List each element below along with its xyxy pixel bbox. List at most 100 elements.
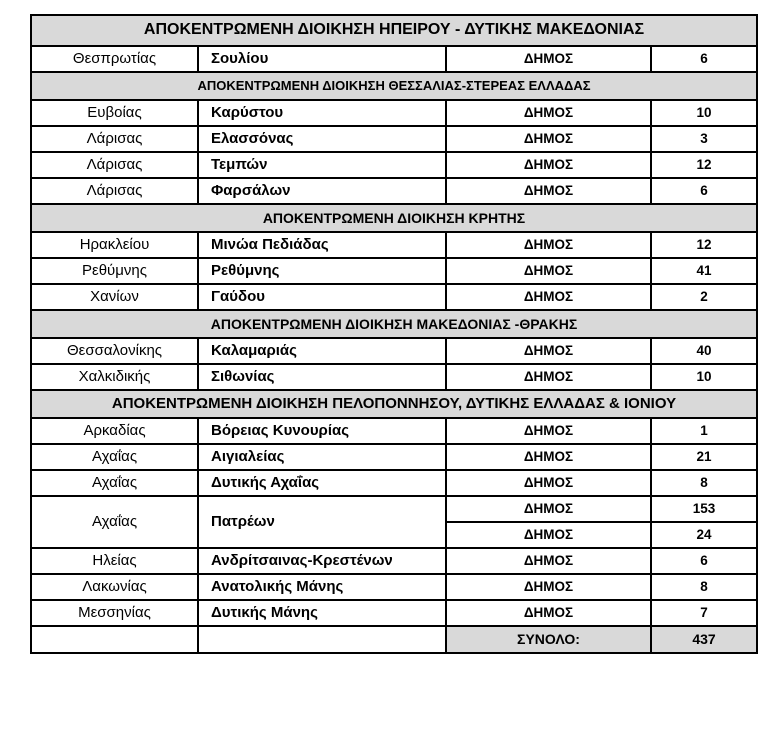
municipality-cell: Ελασσόνας: [197, 125, 447, 153]
count-cell: 6: [650, 177, 758, 205]
count-cell: 153: [650, 495, 758, 523]
table-row: Λάρισας Ελασσόνας ΔΗΜΟΣ 3: [30, 125, 758, 153]
entity-type-cell: ΔΗΜΟΣ: [445, 547, 652, 575]
table-row: Λακωνίας Ανατολικής Μάνης ΔΗΜΟΣ 8: [30, 573, 758, 601]
prefecture-cell: Ηλείας: [30, 547, 199, 575]
municipality-cell: Καλαμαριάς: [197, 337, 447, 365]
entity-type-cell: ΔΗΜΟΣ: [445, 99, 652, 127]
count-cell: 40: [650, 337, 758, 365]
entity-type-cell: ΔΗΜΟΣ: [445, 231, 652, 259]
section-header-row: ΑΠΟΚΕΝΤΡΩΜΕΝΗ ΔΙΟΙΚΗΣΗ ΚΡΗΤΗΣ: [30, 203, 758, 233]
count-cell: 10: [650, 99, 758, 127]
prefecture-cell: Χανίων: [30, 283, 199, 311]
table-row: Χανίων Γαύδου ΔΗΜΟΣ 2: [30, 283, 758, 311]
count-cell: 6: [650, 547, 758, 575]
total-value: 437: [650, 625, 758, 654]
municipality-cell: Βόρειας Κυνουρίας: [197, 417, 447, 445]
municipality-cell: Φαρσάλων: [197, 177, 447, 205]
table-row: Ρεθύμνης Ρεθύμνης ΔΗΜΟΣ 41: [30, 257, 758, 285]
section-header-row: ΑΠΟΚΕΝΤΡΩΜΕΝΗ ΔΙΟΙΚΗΣΗ ΗΠΕΙΡΟΥ - ΔΥΤΙΚΗΣ…: [30, 14, 758, 47]
count-cell: 6: [650, 45, 758, 73]
entity-type-cell: ΔΗΜΟΣ: [445, 521, 652, 549]
count-cell: 24: [650, 521, 758, 549]
table-row: ΔΗΜΟΣ 24: [31, 521, 758, 549]
municipality-cell: Ανατολικής Μάνης: [197, 573, 447, 601]
count-cell: 1: [650, 417, 758, 445]
entity-type-cell: ΔΗΜΟΣ: [445, 417, 652, 445]
prefecture-cell: Λακωνίας: [30, 573, 199, 601]
section-title: ΑΠΟΚΕΝΤΡΩΜΕΝΗ ΔΙΟΙΚΗΣΗ ΠΕΛΟΠΟΝΝΗΣΟΥ, ΔΥΤ…: [30, 389, 758, 419]
empty-cell: [30, 625, 199, 654]
entity-type-cell: ΔΗΜΟΣ: [445, 337, 652, 365]
prefecture-cell: Αρκαδίας: [30, 417, 199, 445]
entity-type-cell: ΔΗΜΟΣ: [445, 177, 652, 205]
table-row: Λάρισας Φαρσάλων ΔΗΜΟΣ 6: [30, 177, 758, 205]
prefecture-cell: Λάρισας: [30, 177, 199, 205]
count-cell: 12: [650, 231, 758, 259]
count-cell: 41: [650, 257, 758, 285]
count-cell: 21: [650, 443, 758, 471]
empty-cell: [197, 625, 447, 654]
municipality-cell: Σιθωνίας: [197, 363, 447, 391]
prefecture-cell: Αχαΐας: [30, 495, 199, 549]
entity-type-cell: ΔΗΜΟΣ: [445, 151, 652, 179]
municipality-cell: Δυτικής Μάνης: [197, 599, 447, 627]
prefecture-cell: Ρεθύμνης: [30, 257, 199, 285]
entity-type-cell: ΔΗΜΟΣ: [445, 363, 652, 391]
municipality-cell: Αιγιαλείας: [197, 443, 447, 471]
section-title: ΑΠΟΚΕΝΤΡΩΜΕΝΗ ΔΙΟΙΚΗΣΗ ΚΡΗΤΗΣ: [30, 203, 758, 233]
count-cell: 12: [650, 151, 758, 179]
entity-type-cell: ΔΗΜΟΣ: [445, 283, 652, 311]
count-cell: 2: [650, 283, 758, 311]
prefecture-cell: Μεσσηνίας: [30, 599, 199, 627]
section-header-row: ΑΠΟΚΕΝΤΡΩΜΕΝΗ ΔΙΟΙΚΗΣΗ ΠΕΛΟΠΟΝΝΗΣΟΥ, ΔΥΤ…: [30, 389, 758, 419]
count-cell: 8: [650, 469, 758, 497]
count-cell: 3: [650, 125, 758, 153]
entity-type-cell: ΔΗΜΟΣ: [445, 257, 652, 285]
table-row: Θεσσαλονίκης Καλαμαριάς ΔΗΜΟΣ 40: [30, 337, 758, 365]
count-cell: 8: [650, 573, 758, 601]
table-row: Αχαΐας Αιγιαλείας ΔΗΜΟΣ 21: [30, 443, 758, 471]
table-row: Λάρισας Τεμπών ΔΗΜΟΣ 12: [30, 151, 758, 179]
municipality-cell: Μινώα Πεδιάδας: [197, 231, 447, 259]
section-header-row: ΑΠΟΚΕΝΤΡΩΜΕΝΗ ΔΙΟΙΚΗΣΗ ΘΕΣΣΑΛΙΑΣ-ΣΤΕΡΕΑΣ…: [30, 71, 758, 101]
entity-type-cell: ΔΗΜΟΣ: [445, 45, 652, 73]
prefecture-cell: Χαλκιδικής: [30, 363, 199, 391]
table-row: Αρκαδίας Βόρειας Κυνουρίας ΔΗΜΟΣ 1: [30, 417, 758, 445]
table-row: Χαλκιδικής Σιθωνίας ΔΗΜΟΣ 10: [30, 363, 758, 391]
prefecture-cell: Ηρακλείου: [30, 231, 199, 259]
prefecture-cell: Θεσσαλονίκης: [30, 337, 199, 365]
prefecture-cell: Αχαΐας: [30, 469, 199, 497]
total-label: ΣΥΝΟΛΟ:: [445, 625, 652, 654]
section-title: ΑΠΟΚΕΝΤΡΩΜΕΝΗ ΔΙΟΙΚΗΣΗ ΜΑΚΕΔΟΝΙΑΣ -ΘΡΑΚΗ…: [30, 309, 758, 339]
prefecture-cell: Ευβοίας: [30, 99, 199, 127]
municipality-cell: Ρεθύμνης: [197, 257, 447, 285]
count-cell: 7: [650, 599, 758, 627]
table-row: Θεσπρωτίας Σουλίου ΔΗΜΟΣ 6: [30, 45, 758, 73]
prefecture-cell: Λάρισας: [30, 125, 199, 153]
table-body: ΑΠΟΚΕΝΤΡΩΜΕΝΗ ΔΙΟΙΚΗΣΗ ΗΠΕΙΡΟΥ - ΔΥΤΙΚΗΣ…: [30, 14, 758, 654]
administrative-divisions-table: ΑΠΟΚΕΝΤΡΩΜΕΝΗ ΔΙΟΙΚΗΣΗ ΗΠΕΙΡΟΥ - ΔΥΤΙΚΗΣ…: [30, 14, 758, 654]
table-row: Αχαΐας Πατρέων ΔΗΜΟΣ 153: [30, 495, 758, 549]
prefecture-cell: Θεσπρωτίας: [30, 45, 199, 73]
prefecture-cell: Λάρισας: [30, 151, 199, 179]
section-title: ΑΠΟΚΕΝΤΡΩΜΕΝΗ ΔΙΟΙΚΗΣΗ ΘΕΣΣΑΛΙΑΣ-ΣΤΕΡΕΑΣ…: [30, 71, 758, 101]
entity-type-cell: ΔΗΜΟΣ: [445, 469, 652, 497]
municipality-cell: Καρύστου: [197, 99, 447, 127]
entity-type-cell: ΔΗΜΟΣ: [445, 599, 652, 627]
entity-type-cell: ΔΗΜΟΣ: [445, 443, 652, 471]
municipality-cell: Γαύδου: [197, 283, 447, 311]
table-row: Αχαΐας Δυτικής Αχαΐας ΔΗΜΟΣ 8: [30, 469, 758, 497]
entity-type-cell: ΔΗΜΟΣ: [445, 495, 652, 523]
municipality-cell: Σουλίου: [197, 45, 447, 73]
table-row: Μεσσηνίας Δυτικής Μάνης ΔΗΜΟΣ 7: [30, 599, 758, 627]
prefecture-cell: Αχαΐας: [30, 443, 199, 471]
table-row: Ευβοίας Καρύστου ΔΗΜΟΣ 10: [30, 99, 758, 127]
total-row: ΣΥΝΟΛΟ: 437: [30, 625, 758, 654]
municipality-cell: Τεμπών: [197, 151, 447, 179]
entity-type-cell: ΔΗΜΟΣ: [445, 125, 652, 153]
entity-type-cell: ΔΗΜΟΣ: [445, 573, 652, 601]
municipality-cell: Ανδρίτσαινας-Κρεστένων: [197, 547, 447, 575]
section-title: ΑΠΟΚΕΝΤΡΩΜΕΝΗ ΔΙΟΙΚΗΣΗ ΗΠΕΙΡΟΥ - ΔΥΤΙΚΗΣ…: [30, 14, 758, 47]
